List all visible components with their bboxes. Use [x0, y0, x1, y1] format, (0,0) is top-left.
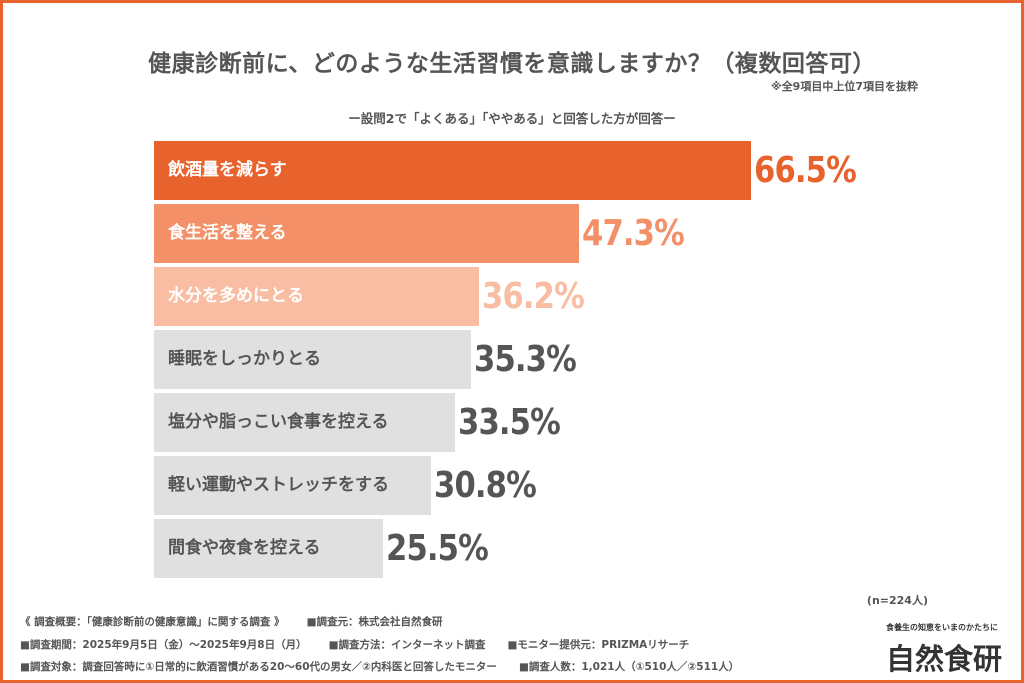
footer-text: ■調査対象：調査回答時に①日常的に飲酒習慣がある20～60代の男女／②内科医と回… — [20, 661, 497, 673]
footer-text: ■調査期間：2025年9月5日（金）～2025年9月8日（月） — [20, 639, 307, 651]
bar-chart: 飲酒量を減らす 66.5% 食生活を整える 47.3% 水分を多めにとる 36.2% 睡眠を… — [154, 141, 857, 578]
data-label: 35.3% — [473, 339, 577, 380]
sample-size: (n=224人) — [866, 594, 928, 607]
bar-label: 間食や夜食を控える — [168, 538, 321, 558]
logo-tagline: 食養生の知恵をいまのかたちに — [886, 623, 998, 632]
chart-note: ※全9項目中上位7項目を抜粋 — [770, 80, 918, 93]
data-label: 33.5% — [457, 402, 561, 443]
data-label: 25.5% — [385, 528, 489, 569]
data-label: 47.3% — [581, 213, 685, 254]
bar — [154, 330, 471, 389]
logo: 自然食研 — [885, 642, 1002, 676]
footer-row-3: ■調査対象：調査回答時に①日常的に飲酒習慣がある20～60代の男女／②内科医と回… — [20, 659, 761, 674]
bar — [154, 267, 479, 326]
bar — [154, 204, 579, 263]
data-label: 36.2% — [481, 276, 585, 317]
bar — [154, 393, 455, 452]
chart-title: 健康診断前に、どのような生活習慣を意識しますか？（複数回答可） — [148, 51, 876, 77]
chart-subtitle: ー設問2で「よくある」「ややある」と回答した方が回答ー — [348, 111, 676, 126]
bar-label: 塩分や脂っこい食事を控える — [168, 412, 389, 432]
bar-label: 睡眠をしっかりとる — [168, 349, 321, 369]
footer-text: ■モニター提供元：PRIZMAリサーチ — [507, 639, 690, 651]
footer-text: 《 調査概要：「健康診断前の健康意識」に関する調査 》 — [20, 616, 285, 628]
footer-text: ■調査人数：1,021人（①510人／②511人） — [518, 661, 740, 673]
data-label: 30.8% — [433, 465, 537, 506]
footer-text: ■調査方法：インターネット調査 — [328, 639, 486, 651]
footer-row-1: 《 調査概要：「健康診断前の健康意識」に関する調査 》 ■調査元：株式会社自然食研 — [20, 614, 464, 629]
bar-label: 食生活を整える — [168, 223, 287, 243]
footer-row-2: ■調査期間：2025年9月5日（金）～2025年9月8日（月） ■調査方法：インタ… — [20, 637, 711, 652]
bar-label: 飲酒量を減らす — [168, 160, 287, 180]
data-label: 66.5% — [754, 150, 857, 191]
bar — [154, 519, 383, 578]
bar — [154, 141, 751, 200]
bar-label: 軽い運動やストレッチをする — [168, 475, 389, 495]
bar-label: 水分を多めにとる — [168, 286, 304, 306]
footer-text: ■調査元：株式会社自然食研 — [306, 616, 443, 628]
bar — [154, 456, 431, 515]
